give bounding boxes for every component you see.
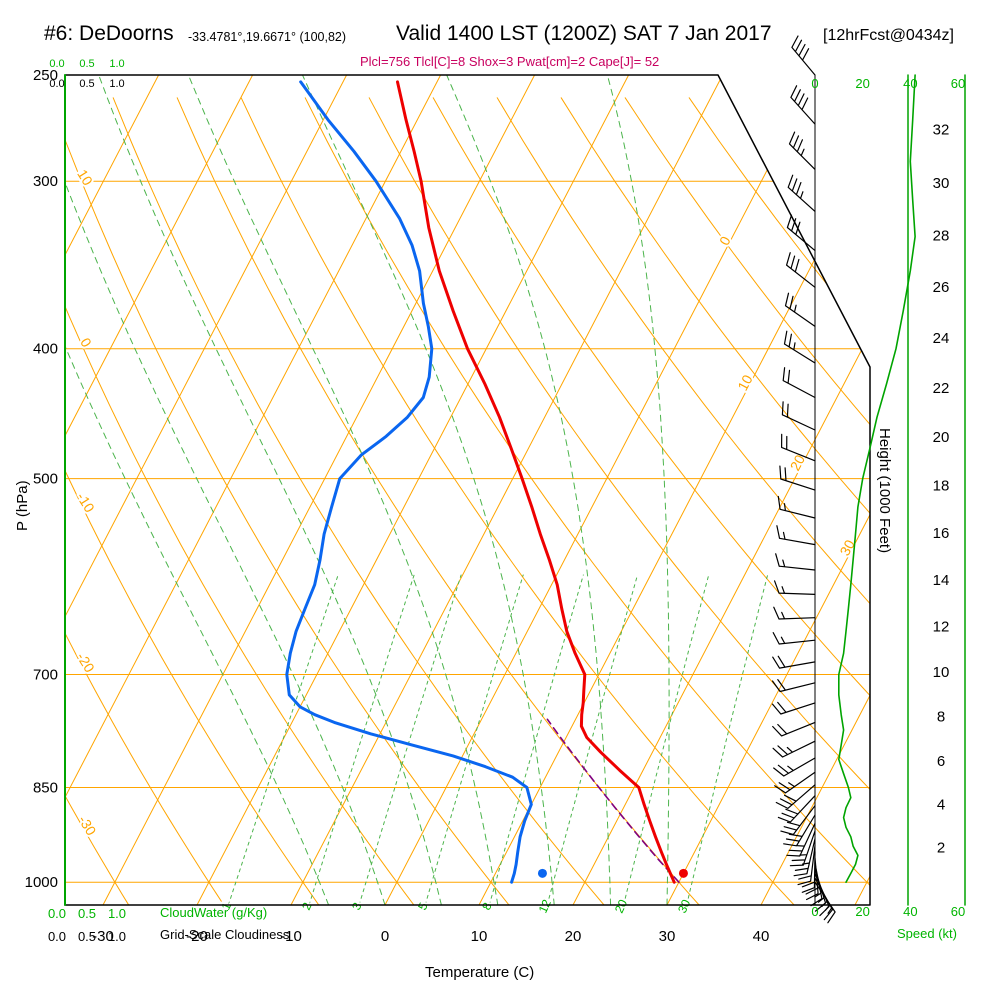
- svg-text:2: 2: [299, 900, 315, 912]
- svg-text:0.0: 0.0: [48, 929, 66, 944]
- svg-text:8: 8: [479, 900, 495, 912]
- svg-text:30: 30: [675, 897, 693, 915]
- height-axis-label: Height (1000 Feet): [876, 428, 893, 554]
- svg-text:0.5: 0.5: [79, 58, 94, 70]
- surface-temperature-marker: [678, 868, 688, 878]
- dewpoint-curve: [285, 80, 533, 884]
- pressure-axis-label: P (hPa): [14, 480, 31, 531]
- svg-text:10: 10: [74, 167, 96, 189]
- svg-text:8: 8: [937, 709, 945, 726]
- wind-barbs: [771, 35, 836, 924]
- svg-text:1.0: 1.0: [109, 78, 124, 90]
- temperature-curve: [396, 80, 676, 884]
- mixing-ratio-labels: 1 2 3 5 8 12 20 30: [216, 895, 695, 917]
- svg-text:0.5: 0.5: [78, 906, 96, 921]
- cloudwater-scale-label: CloudWater (g/Kg): [160, 905, 268, 920]
- svg-text:60: 60: [951, 904, 965, 919]
- mixing-ratio-grid: [227, 574, 769, 905]
- svg-text:16: 16: [933, 525, 950, 542]
- svg-text:0: 0: [77, 335, 95, 350]
- svg-text:10: 10: [734, 372, 756, 393]
- svg-text:20: 20: [933, 429, 950, 446]
- svg-text:5: 5: [415, 900, 431, 912]
- moist-adiabat-grid: [65, 75, 670, 905]
- cloudiness-scale-label: Grid-Scale Cloudiness: [160, 927, 290, 942]
- forecast-tag: [12hrFcst@0434z]: [823, 27, 954, 44]
- svg-text:-10: -10: [280, 928, 302, 945]
- svg-text:20: 20: [855, 904, 869, 919]
- svg-text:1.0: 1.0: [109, 58, 124, 70]
- svg-text:10: 10: [933, 664, 950, 681]
- svg-text:24: 24: [933, 330, 950, 347]
- svg-text:20: 20: [855, 76, 869, 91]
- station-coordinates: -33.4781°,19.6671° (100,82): [188, 30, 347, 44]
- wind-speed-curve: [838, 74, 916, 883]
- svg-text:30: 30: [933, 175, 950, 192]
- svg-text:700: 700: [33, 666, 58, 683]
- svg-text:-20: -20: [186, 928, 208, 945]
- parcel-ascent-curve: [546, 718, 680, 883]
- svg-text:-20: -20: [74, 650, 98, 676]
- svg-text:20: 20: [787, 452, 809, 473]
- svg-text:12: 12: [933, 618, 950, 635]
- svg-text:0.0: 0.0: [48, 906, 66, 921]
- svg-text:0: 0: [381, 928, 389, 945]
- svg-text:28: 28: [933, 227, 950, 244]
- svg-text:0.0: 0.0: [49, 78, 64, 90]
- svg-text:12: 12: [536, 897, 554, 915]
- svg-text:40: 40: [903, 904, 917, 919]
- svg-text:32: 32: [933, 121, 950, 138]
- svg-text:20: 20: [565, 928, 582, 945]
- svg-text:0: 0: [716, 233, 734, 248]
- svg-text:60: 60: [951, 76, 965, 91]
- svg-text:40: 40: [753, 928, 770, 945]
- svg-text:300: 300: [33, 173, 58, 190]
- svg-text:4: 4: [937, 796, 945, 813]
- svg-text:14: 14: [933, 572, 950, 589]
- svg-text:850: 850: [33, 780, 58, 797]
- svg-text:1.0: 1.0: [108, 929, 126, 944]
- svg-text:40: 40: [903, 76, 917, 91]
- svg-text:0.5: 0.5: [78, 929, 96, 944]
- svg-text:10: 10: [471, 928, 488, 945]
- temperature-axis-label: Temperature (C): [425, 964, 535, 981]
- svg-text:3: 3: [349, 900, 365, 912]
- svg-text:250: 250: [33, 67, 58, 84]
- speed-axis-label: Speed (kt): [897, 926, 957, 941]
- svg-text:20: 20: [612, 897, 630, 915]
- svg-text:0: 0: [811, 904, 818, 919]
- svg-text:500: 500: [33, 471, 58, 488]
- surface-dewpoint-marker: [537, 868, 547, 878]
- svg-text:22: 22: [933, 380, 950, 397]
- svg-text:30: 30: [659, 928, 676, 945]
- svg-text:-30: -30: [75, 813, 99, 839]
- svg-text:1000: 1000: [25, 874, 58, 891]
- svg-text:400: 400: [33, 341, 58, 358]
- temperature-isotherm-grid: [65, 75, 870, 905]
- sounding-curves: [285, 80, 688, 884]
- valid-time-title: Valid 1400 LST (1200Z) SAT 7 Jan 2017: [396, 22, 772, 45]
- svg-text:26: 26: [933, 279, 950, 296]
- svg-text:1.0: 1.0: [108, 906, 126, 921]
- svg-text:0.0: 0.0: [49, 58, 64, 70]
- svg-text:18: 18: [933, 478, 950, 495]
- svg-text:-10: -10: [74, 490, 98, 516]
- svg-text:0.5: 0.5: [79, 78, 94, 90]
- svg-text:-30: -30: [92, 928, 114, 945]
- svg-text:2: 2: [937, 839, 945, 856]
- stability-indices-line: Plcl=756 Tlcl[C]=8 Shox=3 Pwat[cm]=2 Cap…: [360, 54, 660, 69]
- station-title: #6: DeDoorns: [44, 22, 174, 45]
- dry-adiabat-grid: [65, 97, 870, 905]
- svg-text:0: 0: [811, 76, 818, 91]
- pressure-gridlines: [65, 180, 870, 883]
- svg-text:6: 6: [937, 753, 945, 770]
